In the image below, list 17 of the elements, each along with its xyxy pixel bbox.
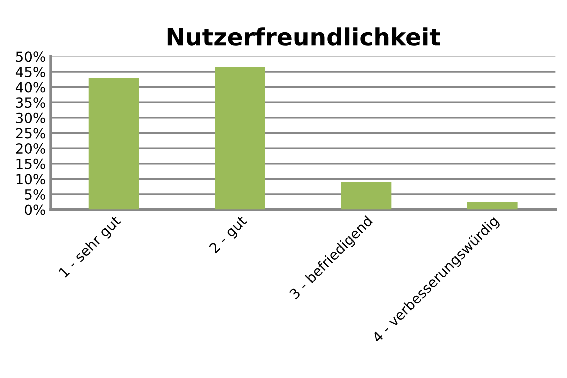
chart-title: Nutzerfreundlichkeit xyxy=(168,28,440,46)
y-tick-label: 25% xyxy=(16,128,46,139)
y-tick-label: 5% xyxy=(25,189,46,200)
y-tick-label: 20% xyxy=(16,144,46,154)
y-tick-label: 15% xyxy=(16,158,46,170)
bar xyxy=(341,182,392,210)
y-tick-label: 30% xyxy=(16,112,46,124)
y-tick-label: 40% xyxy=(16,82,46,93)
x-tick-label: 2 - gut xyxy=(208,215,250,256)
y-tick-label: 35% xyxy=(16,98,46,108)
bar xyxy=(467,202,518,210)
bar xyxy=(88,78,140,210)
y-tick-label: 10% xyxy=(16,174,46,185)
y-tick-label: 50% xyxy=(16,52,46,62)
y-tick-label: 0% xyxy=(25,204,46,216)
bar xyxy=(215,67,266,210)
y-tick-label: 45% xyxy=(16,66,46,78)
